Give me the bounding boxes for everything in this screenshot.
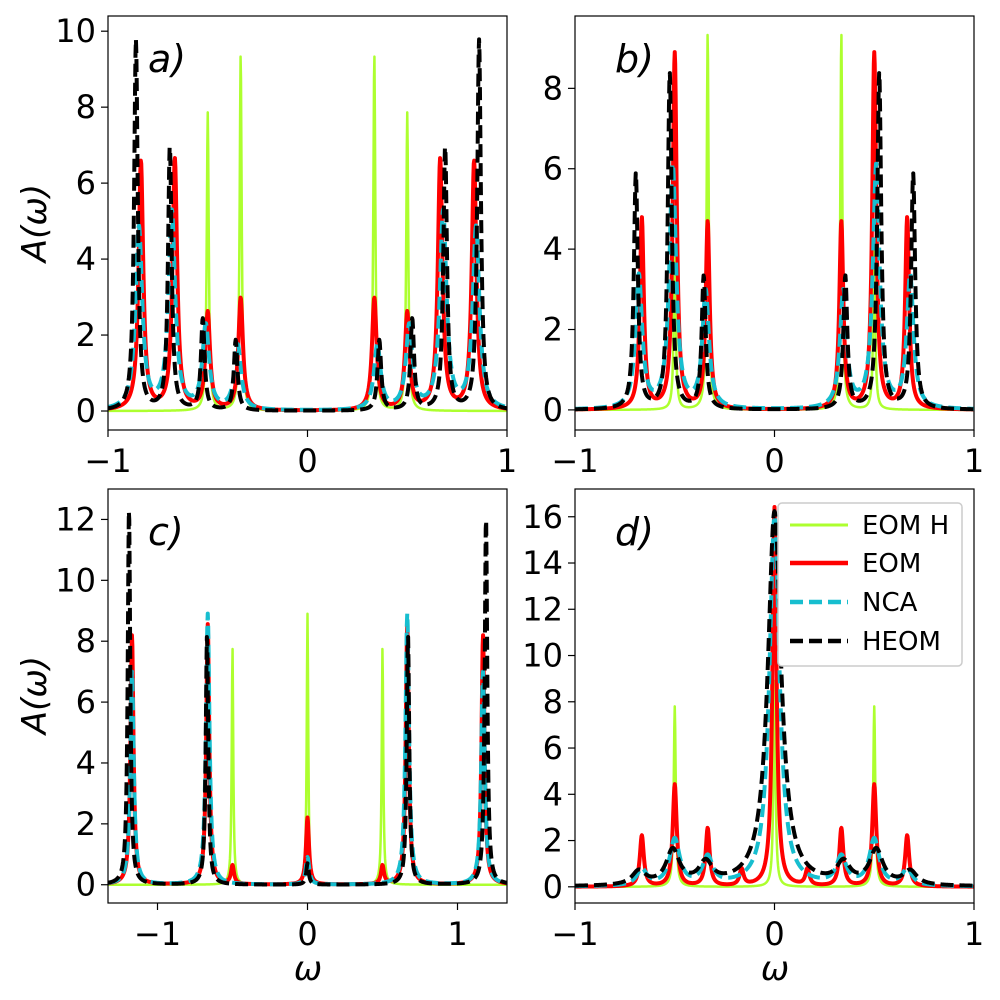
series-line-heom: [108, 37, 507, 413]
series-line-heom: [575, 509, 974, 888]
y-tick-label: 10: [55, 561, 96, 599]
y-tick-label: 8: [76, 622, 96, 660]
y-tick-label: 6: [543, 150, 563, 188]
ylabel-bottom: A(ω): [15, 656, 55, 736]
x-tick-label: 0: [764, 442, 784, 480]
series-group: [108, 509, 507, 887]
series-line-heom: [108, 509, 507, 887]
panel-tag: b): [615, 37, 654, 81]
y-tick-label: 16: [522, 498, 563, 536]
legend-label-eom: EOM: [862, 549, 921, 579]
y-tick-label: 0: [76, 866, 96, 904]
xlabel-right: ω: [761, 949, 789, 989]
panel-tag: c): [148, 510, 184, 554]
y-tick-label: 8: [543, 683, 563, 721]
y-tick-label: 8: [543, 69, 563, 107]
y-tick-label: 12: [55, 500, 96, 538]
y-tick-label: 6: [76, 164, 96, 202]
y-tick-label: 2: [76, 316, 96, 354]
legend-label-nca: NCA: [862, 588, 918, 618]
y-tick-label: 2: [543, 822, 563, 860]
y-tick-label: 0: [543, 391, 563, 429]
ylabel-top: A(ω): [15, 184, 55, 264]
series-line-heom: [575, 71, 974, 412]
x-tick-label: −1: [84, 442, 131, 480]
legend-label-eom-h: EOM H: [862, 511, 949, 541]
panel-tag: a): [148, 37, 186, 81]
series-line-eom: [575, 505, 974, 889]
xlabel-left: ω: [294, 949, 322, 989]
y-tick-label: 10: [522, 637, 563, 675]
y-tick-label: 0: [543, 868, 563, 906]
x-tick-label: −1: [551, 915, 598, 953]
y-tick-label: 6: [76, 683, 96, 721]
x-tick-label: 0: [764, 915, 784, 953]
x-tick-label: 0: [297, 915, 317, 953]
series-group: [575, 33, 974, 412]
x-tick-label: 1: [964, 915, 984, 953]
legend-label-heom: HEOM: [862, 627, 941, 657]
x-tick-label: −1: [134, 915, 181, 953]
y-tick-label: 2: [76, 805, 96, 843]
series-group: [575, 505, 974, 889]
y-tick-label: 4: [76, 744, 96, 782]
y-tick-label: 0: [76, 392, 96, 430]
y-tick-label: 12: [522, 590, 563, 628]
legend-frame: [777, 502, 963, 667]
y-tick-label: 4: [76, 240, 96, 278]
panel-tag: d): [615, 510, 654, 554]
y-tick-label: 6: [543, 729, 563, 767]
y-tick-label: 4: [543, 775, 563, 813]
y-tick-label: 4: [543, 230, 563, 268]
panel-b: −1 0 1 0 2 4 6 8 b): [543, 15, 984, 480]
x-tick-label: −1: [551, 442, 598, 480]
x-tick-label: 0: [297, 442, 317, 480]
series-group: [108, 37, 507, 413]
x-tick-label: 1: [964, 442, 984, 480]
y-tick-label: 2: [543, 311, 563, 349]
y-tick-label: 14: [522, 544, 563, 582]
x-tick-label: 1: [497, 442, 517, 480]
series-line-eom-h: [575, 679, 974, 889]
legend: EOM H EOM NCA HEOM: [777, 502, 963, 667]
y-tick-label: 10: [55, 12, 96, 50]
y-tick-label: 8: [76, 88, 96, 126]
x-tick-label: 1: [447, 915, 467, 953]
